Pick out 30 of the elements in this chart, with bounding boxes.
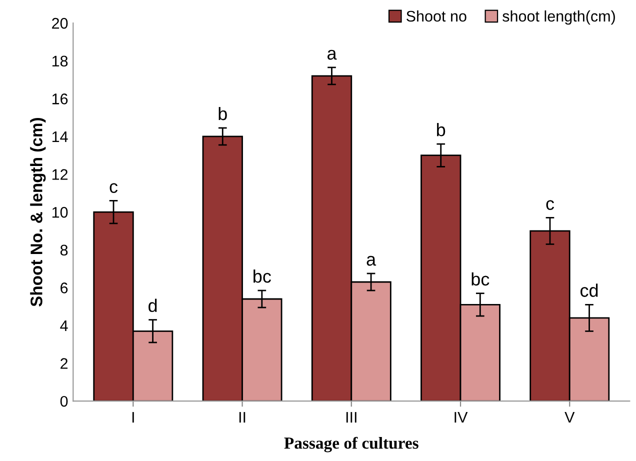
annotation: c	[110, 183, 118, 193]
legend-label: Shoot no	[406, 10, 466, 22]
x-tick-label: II	[239, 412, 246, 423]
y-tick-label: 6	[60, 282, 68, 294]
y-tick-label: 10	[52, 206, 68, 218]
x-tick-label: III	[346, 412, 356, 423]
y-tick-label: 18	[52, 56, 68, 67]
y-tick-label: 0	[60, 396, 68, 407]
annotation: a	[327, 50, 337, 60]
annotation: bc	[254, 270, 271, 283]
y-tick-label: 12	[52, 169, 68, 180]
annotation: c	[546, 200, 554, 210]
x-tick-label: V	[564, 412, 575, 423]
y-tick-label: 4	[60, 320, 68, 331]
annotation: bc	[472, 272, 490, 286]
annotation: b	[437, 123, 446, 136]
x-tick-label: IV	[454, 412, 468, 423]
annotation: cd	[580, 284, 598, 297]
x-tick-label: I	[132, 412, 134, 423]
y-tick-label: 14	[52, 131, 68, 142]
y-tick-label: 16	[52, 94, 68, 104]
y-tick-label: 8	[60, 244, 68, 256]
annotation: a	[366, 256, 376, 266]
y-tick-label: 20	[52, 18, 68, 29]
annotation: b	[218, 106, 227, 120]
x-axis-title: Passage of cultures	[284, 436, 418, 452]
y-tick-label: 2	[60, 358, 68, 369]
y-axis-title: Shoot No. & length (cm)	[30, 118, 46, 306]
annotation: d	[148, 298, 157, 312]
legend-label: shoot length(cm)	[502, 10, 615, 25]
